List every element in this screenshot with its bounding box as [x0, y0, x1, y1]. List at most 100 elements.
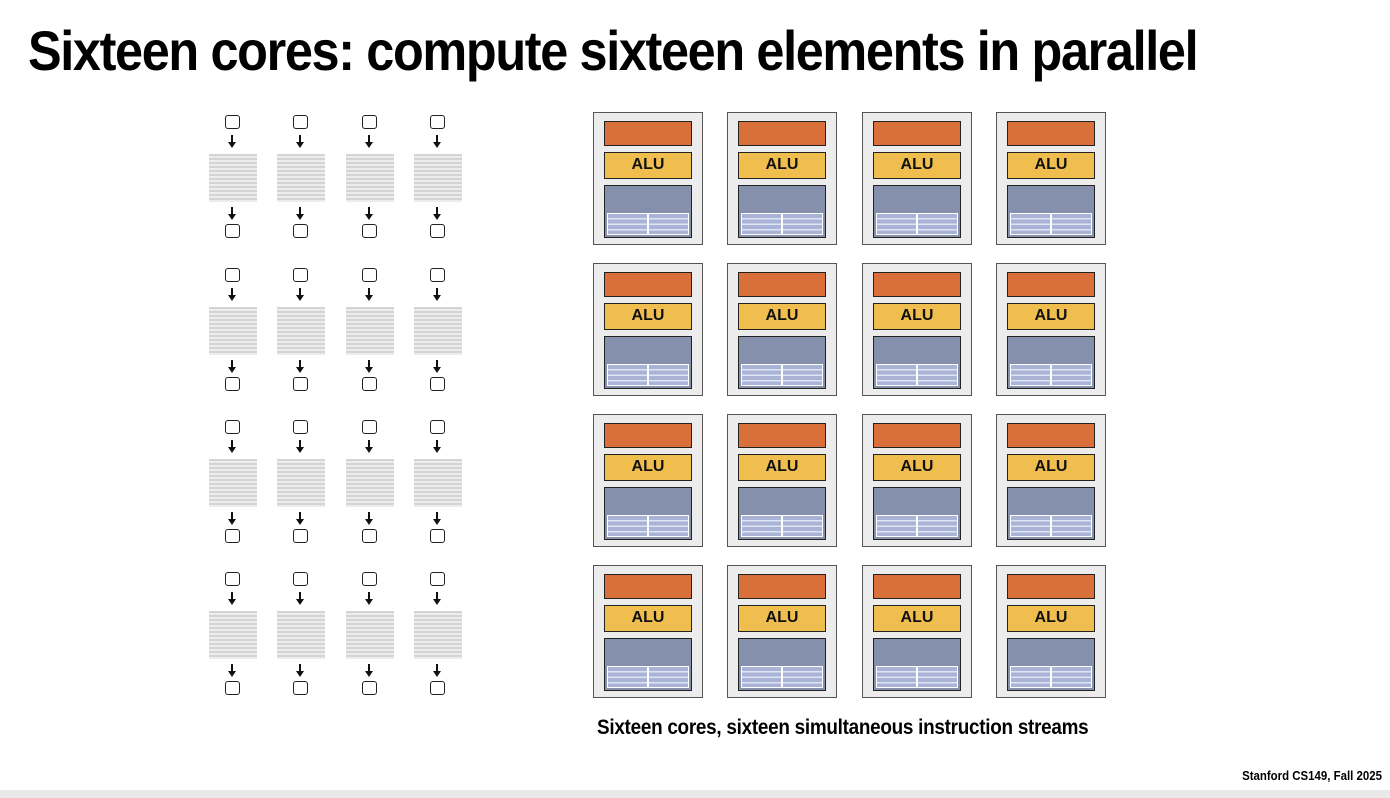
execution-context — [604, 638, 692, 691]
output-element-box — [362, 529, 377, 543]
input-element-box — [225, 420, 240, 434]
fetch-decode-unit — [1007, 121, 1095, 146]
down-arrow-icon — [227, 288, 237, 302]
output-element-box — [225, 224, 240, 238]
input-element-box — [430, 420, 445, 434]
instruction-stream — [273, 415, 329, 545]
instruction-block — [209, 307, 257, 355]
down-arrow-icon — [432, 135, 442, 149]
down-arrow-icon — [227, 135, 237, 149]
register-file — [741, 213, 782, 235]
instruction-block — [414, 611, 462, 659]
core: ALU — [593, 414, 703, 547]
register-file — [607, 364, 648, 386]
register-file — [741, 364, 782, 386]
bottom-bar — [0, 790, 1390, 798]
alu-unit: ALU — [1007, 454, 1095, 481]
register-file — [607, 666, 648, 688]
alu-unit: ALU — [604, 454, 692, 481]
down-arrow-icon — [432, 592, 442, 606]
instruction-stream — [410, 567, 466, 697]
input-element-box — [362, 572, 377, 586]
down-arrow-icon — [227, 512, 237, 526]
core: ALU — [862, 565, 972, 698]
register-file — [876, 515, 917, 537]
input-element-box — [430, 572, 445, 586]
register-file — [1010, 515, 1051, 537]
output-element-box — [225, 681, 240, 695]
cores-caption: Sixteen cores, sixteen simultaneous inst… — [597, 716, 1089, 739]
alu-unit: ALU — [1007, 605, 1095, 632]
register-file — [607, 515, 648, 537]
instruction-stream — [205, 567, 261, 697]
register-file — [648, 666, 689, 688]
down-arrow-icon — [364, 592, 374, 606]
instruction-block — [277, 611, 325, 659]
input-element-box — [225, 115, 240, 129]
down-arrow-icon — [227, 592, 237, 606]
down-arrow-icon — [295, 288, 305, 302]
fetch-decode-unit — [1007, 272, 1095, 297]
instruction-stream — [410, 415, 466, 545]
alu-unit: ALU — [738, 303, 826, 330]
instruction-stream — [273, 110, 329, 240]
fetch-decode-unit — [873, 423, 961, 448]
output-element-box — [225, 377, 240, 391]
down-arrow-icon — [364, 135, 374, 149]
fetch-decode-unit — [1007, 423, 1095, 448]
execution-context — [604, 185, 692, 238]
core: ALU — [727, 565, 837, 698]
fetch-decode-unit — [738, 423, 826, 448]
instruction-stream — [273, 567, 329, 697]
register-file — [1010, 364, 1051, 386]
execution-context — [604, 487, 692, 540]
register-file — [648, 364, 689, 386]
down-arrow-icon — [227, 360, 237, 374]
fetch-decode-unit — [604, 272, 692, 297]
down-arrow-icon — [227, 440, 237, 454]
execution-context — [873, 638, 961, 691]
down-arrow-icon — [227, 664, 237, 678]
instruction-stream — [342, 567, 398, 697]
instruction-block — [414, 307, 462, 355]
input-element-box — [430, 115, 445, 129]
down-arrow-icon — [432, 440, 442, 454]
input-element-box — [293, 572, 308, 586]
instruction-stream — [342, 110, 398, 240]
execution-context — [1007, 185, 1095, 238]
input-element-box — [293, 115, 308, 129]
execution-context — [1007, 487, 1095, 540]
register-file — [607, 213, 648, 235]
output-element-box — [293, 529, 308, 543]
down-arrow-icon — [432, 512, 442, 526]
core: ALU — [996, 263, 1106, 396]
input-element-box — [225, 268, 240, 282]
core: ALU — [727, 112, 837, 245]
alu-unit: ALU — [738, 605, 826, 632]
output-element-box — [293, 224, 308, 238]
alu-unit: ALU — [738, 454, 826, 481]
register-file — [1010, 213, 1051, 235]
input-element-box — [293, 268, 308, 282]
instruction-block — [277, 154, 325, 202]
fetch-decode-unit — [738, 272, 826, 297]
down-arrow-icon — [364, 207, 374, 221]
alu-unit: ALU — [738, 152, 826, 179]
instruction-stream — [342, 415, 398, 545]
execution-context — [738, 185, 826, 238]
register-file — [782, 213, 823, 235]
fetch-decode-unit — [738, 121, 826, 146]
register-file — [648, 213, 689, 235]
register-file — [1051, 364, 1092, 386]
output-element-box — [362, 224, 377, 238]
execution-context — [873, 185, 961, 238]
down-arrow-icon — [295, 135, 305, 149]
instruction-block — [414, 154, 462, 202]
execution-context — [1007, 638, 1095, 691]
execution-context — [604, 336, 692, 389]
down-arrow-icon — [364, 360, 374, 374]
output-element-box — [430, 377, 445, 391]
down-arrow-icon — [432, 664, 442, 678]
down-arrow-icon — [432, 207, 442, 221]
core: ALU — [862, 414, 972, 547]
